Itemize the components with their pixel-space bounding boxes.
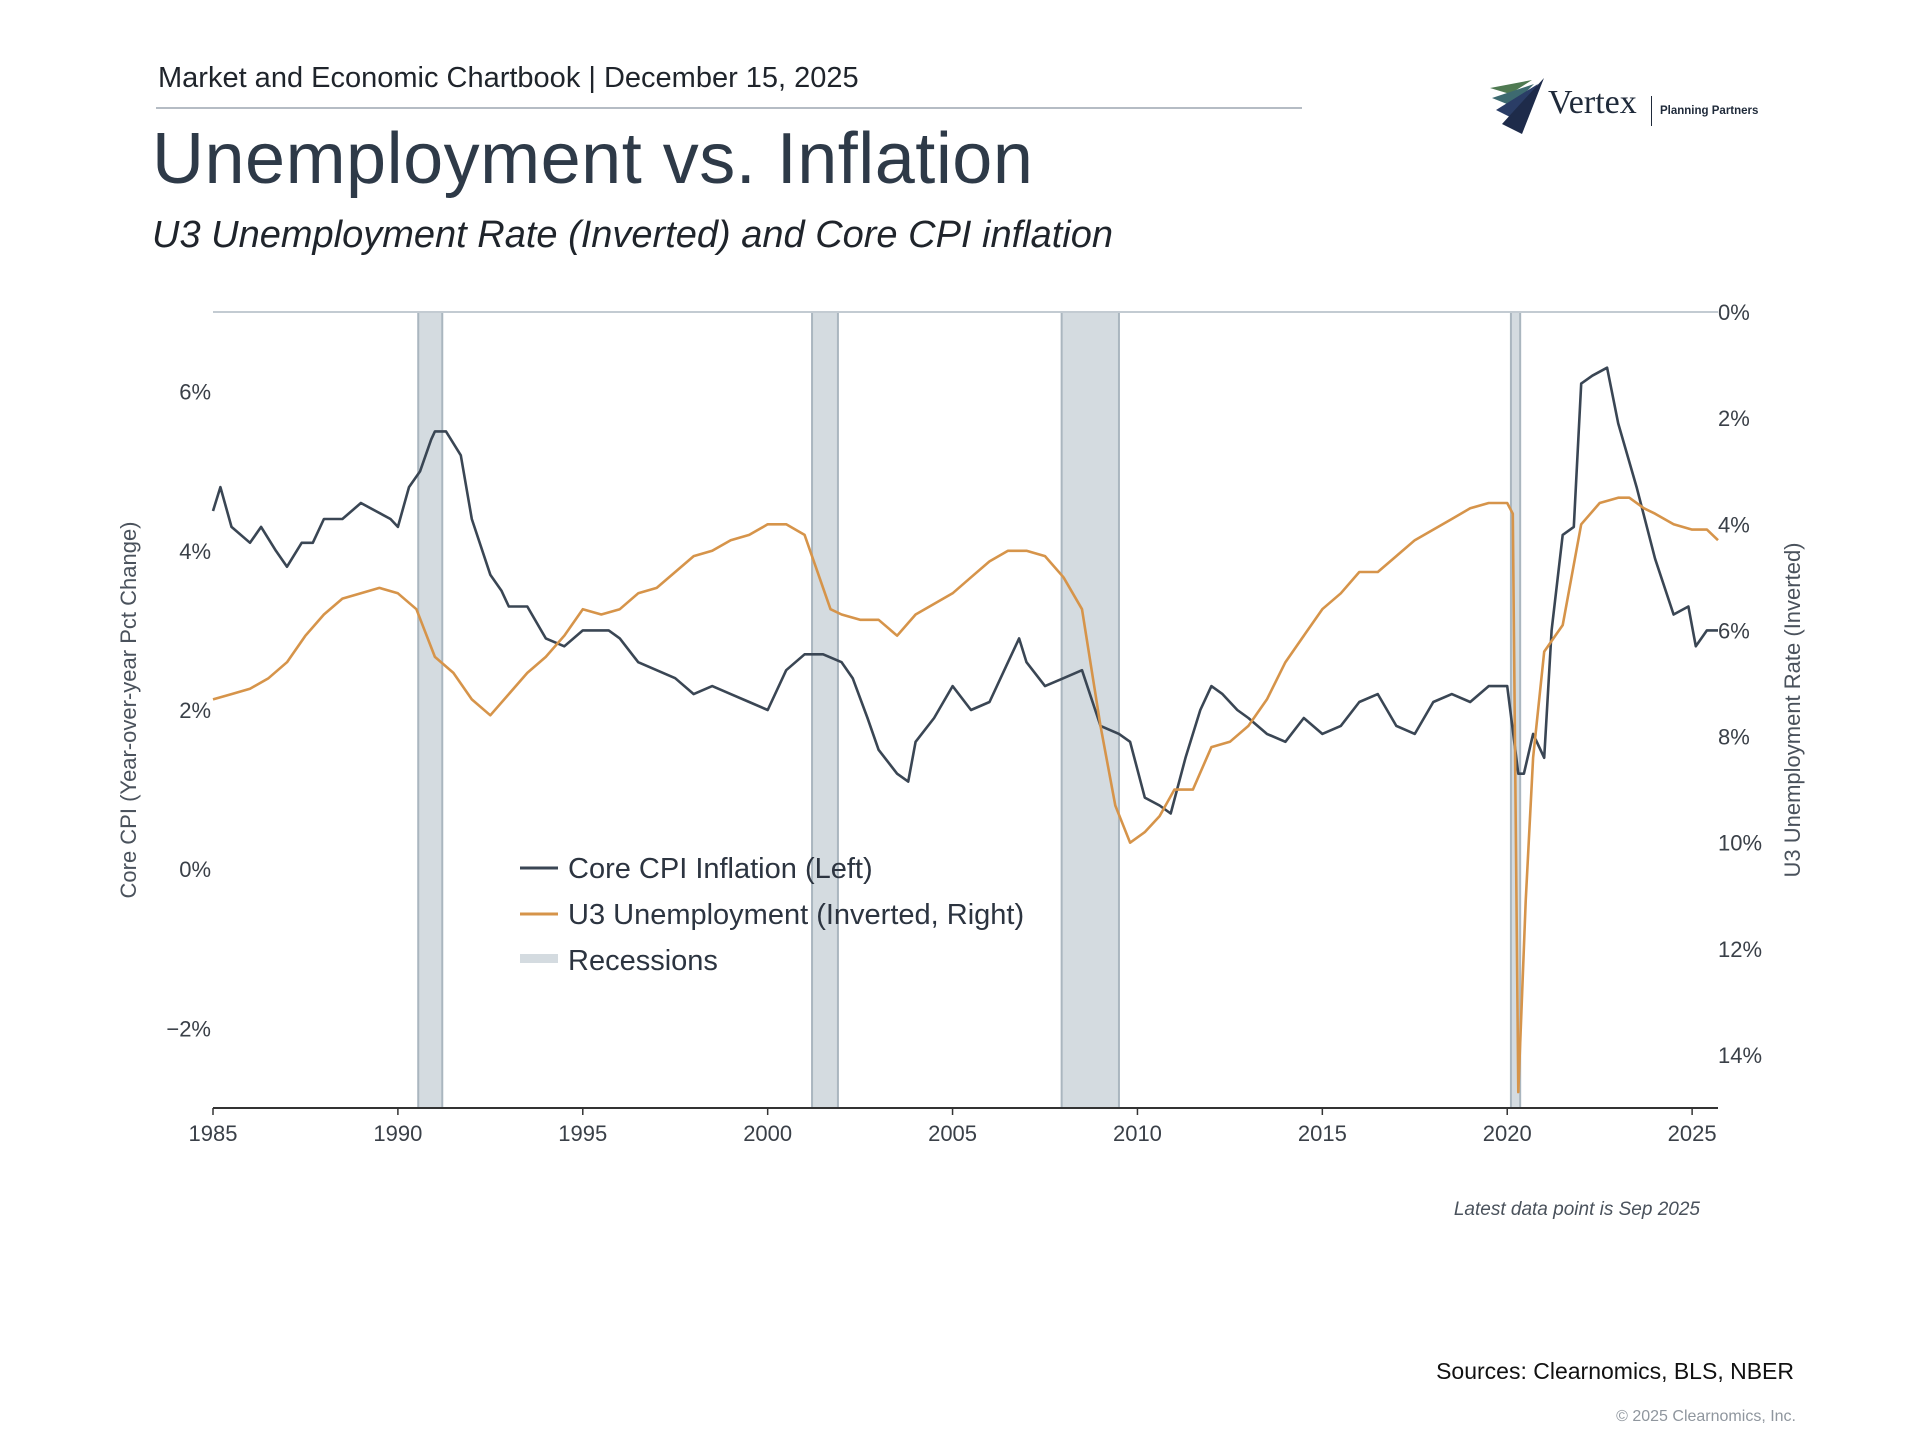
x-tick-label: 2005 bbox=[928, 1121, 977, 1146]
x-tick-label: 2015 bbox=[1298, 1121, 1347, 1146]
chart-legend: Core CPI Inflation (Left) U3 Unemploymen… bbox=[520, 853, 1024, 977]
logo-divider bbox=[1651, 96, 1652, 126]
chartbook-header: Market and Economic Chartbook | December… bbox=[158, 62, 859, 94]
logo-wordmark: Vertex bbox=[1548, 84, 1637, 121]
legend-label-recessions: Recessions bbox=[568, 945, 718, 977]
sources-note: Sources: Clearnomics, BLS, NBER bbox=[1436, 1358, 1794, 1384]
vertex-logo: Vertex Planning Partners bbox=[1488, 76, 1788, 138]
header-divider bbox=[156, 107, 1302, 109]
legend-label-cpi: Core CPI Inflation (Left) bbox=[568, 853, 873, 885]
x-tick-label: 1995 bbox=[558, 1121, 607, 1146]
legend-label-unemployment: U3 Unemployment (Inverted, Right) bbox=[568, 899, 1024, 931]
y-right-tick-label: 4% bbox=[1718, 512, 1750, 537]
x-tick-label: 2010 bbox=[1113, 1121, 1162, 1146]
unemployment-line bbox=[212, 496, 1719, 1094]
y-right-tick-label: 12% bbox=[1718, 937, 1762, 962]
y-left-tick-label: −2% bbox=[166, 1016, 211, 1041]
series-lines bbox=[211, 366, 1719, 1094]
y-right-tick-label: 6% bbox=[1718, 618, 1750, 643]
y-right-tick-label: 2% bbox=[1718, 406, 1750, 431]
y-left-tick-label: 4% bbox=[179, 539, 211, 564]
x-tick-label: 2000 bbox=[743, 1121, 792, 1146]
axis-ticks: 1985 1990 1995 2000 2005 2010 2015 2020 2025 6% 4%… bbox=[166, 300, 1762, 1146]
recession-bands bbox=[417, 311, 1522, 1109]
copyright-note: © 2025 Clearnomics, Inc. bbox=[1616, 1408, 1796, 1425]
x-tick-label: 2020 bbox=[1483, 1121, 1532, 1146]
recession-band-3 bbox=[1060, 311, 1120, 1109]
legend-swatch-recessions bbox=[520, 954, 558, 963]
core-cpi-line bbox=[211, 366, 1718, 815]
y-right-axis-label: U3 Unemployment Rate (Inverted) bbox=[1780, 542, 1805, 877]
y-left-tick-label: 2% bbox=[179, 698, 211, 723]
y-right-tick-label: 10% bbox=[1718, 831, 1762, 856]
x-tick-label: 1990 bbox=[373, 1121, 422, 1146]
y-left-axis-label: Core CPI (Year-over-year Pct Change) bbox=[116, 521, 141, 898]
y-left-tick-label: 6% bbox=[179, 380, 211, 405]
recession-band-2 bbox=[811, 311, 839, 1109]
latest-data-note: Latest data point is Sep 2025 bbox=[1453, 1199, 1700, 1220]
page-subtitle: U3 Unemployment Rate (Inverted) and Core… bbox=[152, 214, 1114, 256]
y-left-tick-label: 0% bbox=[179, 857, 211, 882]
vertex-logo-mark-icon bbox=[1490, 78, 1544, 134]
y-right-tick-label: 8% bbox=[1718, 725, 1750, 750]
logo-tagline: Planning Partners bbox=[1660, 105, 1759, 117]
y-right-tick-label: 14% bbox=[1718, 1043, 1762, 1068]
y-right-tick-label: 0% bbox=[1718, 300, 1750, 325]
page-title: Unemployment vs. Inflation bbox=[152, 119, 1034, 199]
x-tick-label: 2025 bbox=[1668, 1121, 1717, 1146]
x-tick-label: 1985 bbox=[189, 1121, 238, 1146]
